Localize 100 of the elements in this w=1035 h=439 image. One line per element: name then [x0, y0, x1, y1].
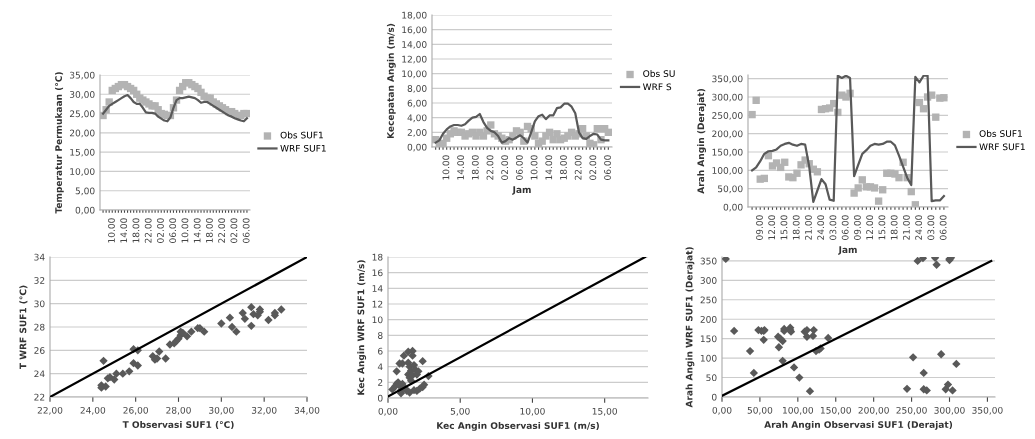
y-axis-title: Kec Angin WRF SUF1 (m/s): [357, 260, 367, 395]
x-tick-label: 100,00: [783, 406, 814, 415]
y-tick-label: 2,00: [407, 129, 427, 137]
x-tick-label: 28,00: [166, 406, 191, 415]
y-tick-label: 350,00: [712, 75, 743, 84]
legend-label: Obs SUF1: [979, 130, 1022, 137]
x-tick-label: 250,00: [896, 406, 927, 415]
legend-label: WRF S: [642, 83, 672, 91]
x-tick-label: 02.00: [230, 218, 238, 243]
x-tick-label: 15.00: [878, 215, 886, 240]
x-axis-title: Jam: [512, 186, 531, 195]
x-tick-label: 02.00: [589, 155, 597, 180]
y-tick-label: 22: [34, 393, 45, 401]
y-tick-label: 4,00: [407, 114, 427, 123]
x-tick-label: 15.00: [780, 215, 788, 240]
x-tick-label: 09.00: [756, 215, 763, 240]
x-tick-label: 24.00: [817, 215, 825, 240]
x-tick-label: 10.00: [530, 155, 538, 180]
y-tick-label: 14,00: [402, 41, 427, 49]
y-tick-label: 0: [377, 394, 383, 402]
x-tick-label: 21.00: [805, 215, 812, 240]
x-tick-label: 14.00: [457, 155, 465, 180]
x-tick-label: 06.00: [604, 155, 611, 180]
x-tick-label: 02.00: [501, 155, 509, 180]
x-tick-label: 03.00: [927, 215, 935, 240]
x-tick-label: 22.00: [144, 218, 152, 243]
x-axis-title: Arah Angin Observasi SUF1 (Derajat): [764, 421, 953, 430]
y-tick-label: 30: [34, 300, 45, 308]
x-tick-label: 30,00: [209, 406, 234, 415]
x-tick-label: 18.00: [471, 155, 479, 180]
y-tick-label: 0,00: [723, 203, 743, 212]
y-tick-label: 150,00: [712, 148, 743, 157]
y-tick-label: 250,00: [712, 112, 743, 120]
x-tick-label: 15,00: [592, 407, 617, 416]
y-axis-title: Temperatur Permukaan (°C): [55, 72, 64, 214]
y-axis-title: Arah Angin (Derajat): [697, 89, 706, 194]
y-tick-label: 5,00: [75, 187, 95, 196]
y-tick-label: 250: [700, 296, 717, 304]
x-tick-label: 06.00: [169, 218, 177, 243]
x-tick-label: 10.00: [442, 155, 450, 180]
x-tick-label: 14.00: [120, 218, 128, 243]
x-tick-label: 10,00: [520, 407, 545, 416]
y-tick-label: 10,00: [402, 70, 427, 79]
x-tick-label: 22.00: [486, 155, 494, 180]
x-axis-title: T Observasi SUF1 (°C): [122, 421, 234, 430]
x-tick-label: 5,00: [450, 407, 470, 416]
x-tick-label: 14.00: [545, 155, 553, 180]
y-tick-label: 2: [378, 379, 383, 386]
x-tick-label: 22,00: [37, 406, 63, 415]
x-tick-label: 24.00: [915, 215, 923, 240]
x-tick-label: 10.00: [108, 218, 115, 243]
legend-label: Obs SU: [643, 70, 675, 77]
y-tick-label: 12,00: [402, 55, 427, 64]
y-tick-label: 32: [34, 277, 45, 284]
y-tick-label: 26: [34, 347, 45, 354]
y-tick-label: 100: [700, 354, 717, 362]
x-tick-label: 12.00: [866, 215, 874, 240]
x-tick-label: 06.00: [515, 155, 523, 180]
x-tick-label: 22.00: [574, 155, 582, 180]
x-tick-label: 200,00: [858, 406, 889, 415]
y-tick-label: 0,00: [407, 143, 427, 152]
x-tick-label: 06.00: [242, 218, 250, 243]
y-tick-label: 6,00: [407, 99, 427, 108]
y-tick-label: 150: [700, 335, 717, 343]
y-tick-label: 8: [378, 332, 383, 339]
y-tick-label: 34: [34, 253, 45, 261]
x-tick-label: 18.00: [132, 218, 140, 243]
legend-label: WRF SUF1: [280, 144, 326, 152]
x-tick-label: 18.00: [205, 218, 213, 243]
x-tick-label: 09.00: [853, 215, 861, 240]
y-tick-label: 4: [377, 363, 383, 371]
x-tick-label: 18.00: [560, 155, 567, 180]
y-tick-label: 30,00: [69, 91, 95, 99]
x-tick-label: 22.00: [218, 218, 226, 243]
y-tick-label: 200,00: [712, 130, 743, 139]
x-tick-label: 300,00: [934, 406, 965, 415]
x-tick-label: 18.00: [792, 215, 800, 240]
y-tick-label: 6: [378, 347, 383, 355]
y-axis-title: T WRF SUF1 (°C): [19, 285, 28, 370]
x-tick-label: 12.00: [768, 215, 776, 240]
y-tick-label: 200: [700, 315, 717, 323]
y-tick-label: 35,00: [69, 71, 95, 80]
x-tick-label: 150,00: [820, 406, 851, 415]
y-tick-label: 50,00: [717, 185, 743, 194]
x-tick-label: 26,00: [123, 406, 148, 415]
x-tick-label: 14.00: [193, 218, 201, 243]
y-tick-label: 24: [34, 370, 45, 378]
x-tick-label: 34,00: [294, 406, 320, 415]
x-tick-label: 350,00: [972, 406, 1003, 415]
x-tick-label: 32,00: [251, 406, 277, 415]
x-tick-label: 24,00: [80, 406, 106, 415]
y-tick-label: 10: [372, 316, 383, 324]
y-tick-label: 16: [372, 269, 383, 277]
x-axis-title: Kec Angin Observasi SUF1 (m/s): [437, 422, 599, 431]
y-tick-label: 300: [700, 277, 717, 284]
y-tick-label: 0: [711, 393, 717, 401]
x-tick-label: 06.00: [841, 215, 849, 240]
legend-label: Obs SUF1: [280, 131, 323, 139]
legend-label: WRF SUF1: [979, 143, 1025, 151]
x-tick-label: 18.00: [890, 215, 898, 240]
